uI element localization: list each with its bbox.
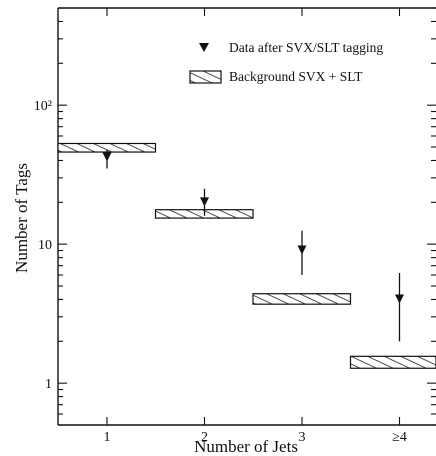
data-marker (102, 152, 112, 162)
x-tick-label: 3 (299, 430, 306, 445)
background-band (349, 355, 436, 369)
x-axis-label: Number of Jets (194, 437, 298, 456)
x-tick-label: 1 (104, 430, 111, 445)
data-point (297, 230, 307, 275)
y-axis-ticks: 1 10 10² (34, 7, 436, 426)
y-tick-label: 10 (38, 238, 52, 253)
legend-background-label: Background SVX + SLT (229, 69, 363, 84)
data-point (395, 273, 404, 342)
data-point (200, 188, 209, 216)
background-band (252, 293, 352, 305)
y-axis-label: Number of Tags (12, 163, 31, 273)
data-marker (200, 197, 209, 207)
legend: Data after SVX/SLT tagging Background SVX… (189, 40, 383, 84)
legend-data-label: Data after SVX/SLT tagging (229, 40, 383, 55)
data-marker (297, 245, 307, 255)
y-tick-label: 1 (45, 377, 52, 392)
x-axis-ticks: 1 2 3 ≥4 (104, 8, 407, 445)
legend-background-swatch (189, 70, 222, 84)
background-bands (57, 142, 436, 369)
data-points (102, 149, 404, 342)
legend-data-marker (199, 43, 209, 52)
axes (57, 7, 436, 426)
x-tick-label: 2 (201, 430, 208, 445)
data-point (102, 149, 112, 169)
y-tick-label: 10² (34, 99, 52, 114)
x-tick-label: ≥4 (392, 430, 407, 445)
data-marker (395, 294, 404, 304)
